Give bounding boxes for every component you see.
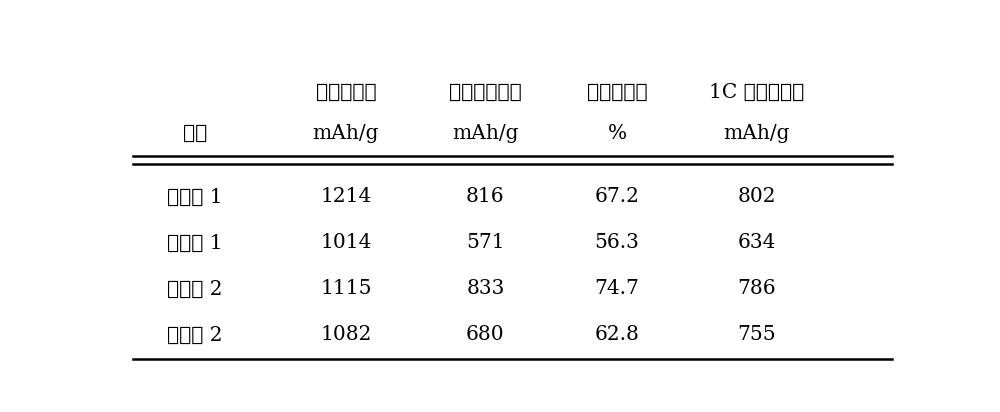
Text: 1214: 1214 (320, 187, 372, 206)
Text: 1115: 1115 (320, 279, 372, 298)
Text: 对比例 1: 对比例 1 (167, 234, 223, 253)
Text: mAh/g: mAh/g (313, 124, 379, 143)
Text: 类别: 类别 (183, 124, 207, 143)
Text: 74.7: 74.7 (595, 279, 640, 298)
Text: 680: 680 (466, 325, 505, 344)
Text: 67.2: 67.2 (595, 187, 640, 206)
Text: 实施例 2: 实施例 2 (167, 279, 222, 298)
Text: 循环后比容量: 循环后比容量 (449, 83, 522, 102)
Text: 833: 833 (466, 279, 505, 298)
Text: 实施例 1: 实施例 1 (167, 187, 223, 206)
Text: 816: 816 (466, 187, 505, 206)
Text: 容量保持率: 容量保持率 (587, 83, 647, 102)
Text: 634: 634 (737, 234, 776, 253)
Text: 对比例 2: 对比例 2 (167, 325, 222, 344)
Text: 755: 755 (737, 325, 776, 344)
Text: 1082: 1082 (320, 325, 372, 344)
Text: mAh/g: mAh/g (723, 124, 790, 143)
Text: 56.3: 56.3 (595, 234, 640, 253)
Text: 786: 786 (737, 279, 776, 298)
Text: 1C 倍率比容量: 1C 倍率比容量 (709, 83, 804, 102)
Text: 802: 802 (737, 187, 776, 206)
Text: 1014: 1014 (320, 234, 372, 253)
Text: 初始比容量: 初始比容量 (316, 83, 376, 102)
Text: 571: 571 (466, 234, 505, 253)
Text: %: % (608, 124, 627, 143)
Text: 62.8: 62.8 (595, 325, 640, 344)
Text: mAh/g: mAh/g (452, 124, 519, 143)
